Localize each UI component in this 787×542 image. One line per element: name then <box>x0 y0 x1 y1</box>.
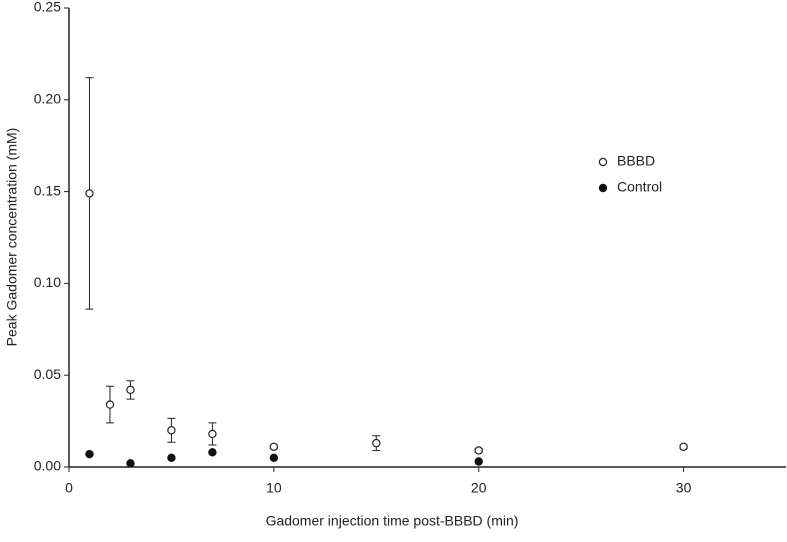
y-tick-label: 0.00 <box>34 458 61 474</box>
y-tick-label: 0.25 <box>34 0 61 15</box>
point <box>167 453 176 463</box>
point <box>85 449 94 459</box>
point <box>126 459 135 468</box>
point <box>474 446 483 455</box>
point <box>269 453 279 463</box>
y-tick-label: 0.05 <box>34 366 61 382</box>
y-axis-label: Peak Gadomer concentration (mM) <box>4 128 20 347</box>
legend-marker <box>598 157 608 167</box>
point <box>474 457 483 466</box>
y-tick-label: 0.15 <box>34 182 61 198</box>
point <box>85 189 94 198</box>
point <box>126 385 135 395</box>
point <box>208 448 217 457</box>
x-tick-label: 20 <box>471 480 487 496</box>
point <box>372 438 381 448</box>
point <box>167 426 176 435</box>
legend-marker <box>598 183 608 193</box>
legend-label: BBBD <box>617 153 655 169</box>
point <box>269 442 279 452</box>
x-axis-label: Gadomer injection time post-BBBD (min) <box>266 513 519 529</box>
x-tick-label: 30 <box>676 480 692 496</box>
y-tick-label: 0.20 <box>34 91 61 107</box>
x-tick-label: 0 <box>65 480 73 496</box>
point <box>105 400 115 409</box>
point <box>679 442 688 452</box>
legend-label: Control <box>617 179 662 195</box>
point <box>208 429 217 439</box>
y-tick-label: 0.10 <box>34 274 61 290</box>
x-tick-label: 10 <box>266 480 282 496</box>
